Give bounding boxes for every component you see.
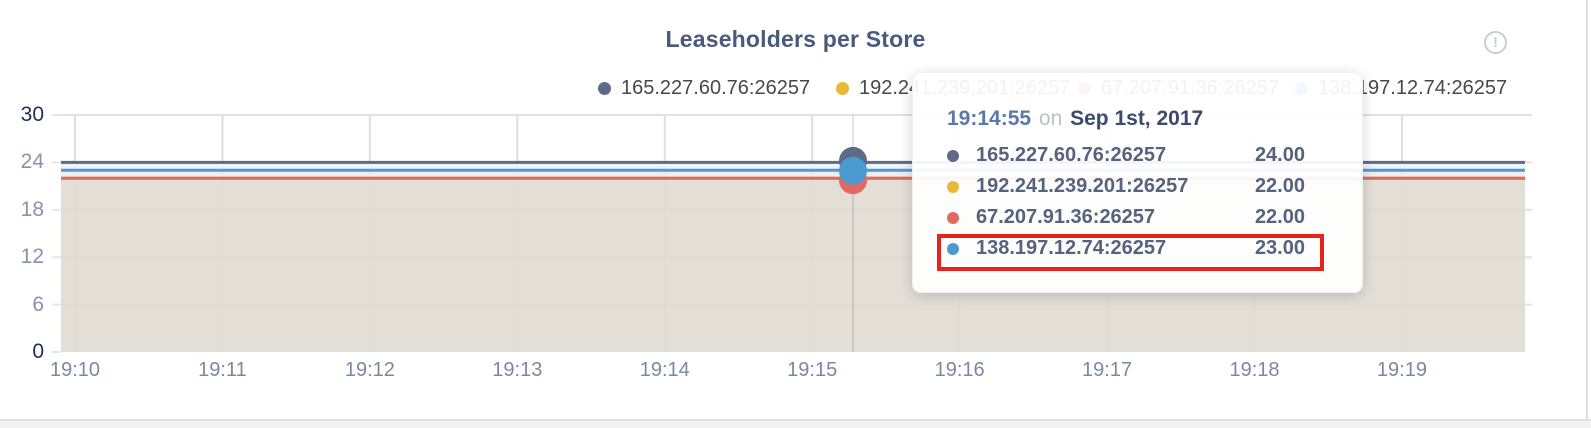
y-tick-label: 24	[20, 150, 44, 174]
series-dot-icon	[947, 180, 959, 193]
tooltip-time: 19:14:55	[947, 107, 1032, 130]
series-dot-icon	[947, 211, 959, 224]
y-tick-label: 18	[20, 197, 44, 221]
tooltip-series-name: 192.241.239.201:26257	[976, 175, 1189, 197]
y-tick-label: 30	[20, 103, 44, 126]
x-tick-label: 19:17	[1082, 359, 1133, 381]
tooltip-row: 165.227.60.76:26257 24.00	[947, 140, 1305, 171]
info-icon[interactable]: !	[1484, 31, 1507, 54]
tooltip-row-highlighted: 138.197.12.74:26257 23.00	[947, 233, 1305, 264]
x-tick-label: 19:14	[639, 359, 690, 381]
series-dot-icon	[947, 242, 959, 255]
highlight-annotation-rect	[937, 234, 1324, 271]
card-border-right	[1586, 0, 1588, 419]
card-border-bottom	[0, 419, 1591, 421]
tooltip-timestamp: 19:14:55 on Sep 1st, 2017	[947, 107, 1305, 131]
y-tick-label: 0	[32, 340, 44, 363]
x-tick-label: 19:12	[344, 359, 395, 381]
tooltip-series-value: 22.00	[1254, 175, 1305, 197]
chart-tooltip: 19:14:55 on Sep 1st, 2017 165.227.60.76:…	[912, 72, 1363, 293]
x-tick-label: 19:18	[1229, 359, 1280, 381]
x-tick-label: 19:15	[787, 359, 838, 381]
x-tick-label: 19:16	[934, 359, 985, 381]
series-dot-icon	[836, 82, 849, 95]
y-tick-label: 12	[20, 245, 44, 269]
legend-label: 138.197.12.74:26257	[1318, 77, 1508, 99]
tooltip-series-name: 138.197.12.74:26257	[976, 237, 1167, 259]
x-tick-label: 19:10	[49, 359, 101, 381]
tooltip-separator: on	[1038, 107, 1063, 130]
series-dot-icon	[947, 149, 959, 162]
y-tick-label: 6	[32, 292, 44, 316]
tooltip-row: 67.207.91.36:26257 22.00	[947, 202, 1305, 233]
tooltip-series-value: 23.00	[1254, 237, 1305, 259]
tooltip-series-value: 24.00	[1254, 144, 1305, 166]
x-tick-label: 19:11	[198, 359, 247, 381]
chart-title: Leaseholders per Store	[665, 26, 926, 52]
tooltip-series-name: 165.227.60.76:26257	[976, 144, 1167, 166]
series-dot-icon	[598, 82, 611, 95]
legend-item: 165.227.60.76:26257	[598, 77, 810, 100]
tooltip-series-value: 22.00	[1254, 206, 1305, 228]
x-tick-label: 19:13	[492, 359, 543, 381]
tooltip-date: Sep 1st, 2017	[1070, 107, 1204, 130]
tooltip-row: 192.241.239.201:26257 22.00	[947, 171, 1305, 202]
legend-label: 165.227.60.76:26257	[621, 77, 811, 99]
tooltip-series-name: 67.207.91.36:26257	[976, 206, 1156, 228]
x-tick-label: 19:19	[1376, 359, 1427, 381]
